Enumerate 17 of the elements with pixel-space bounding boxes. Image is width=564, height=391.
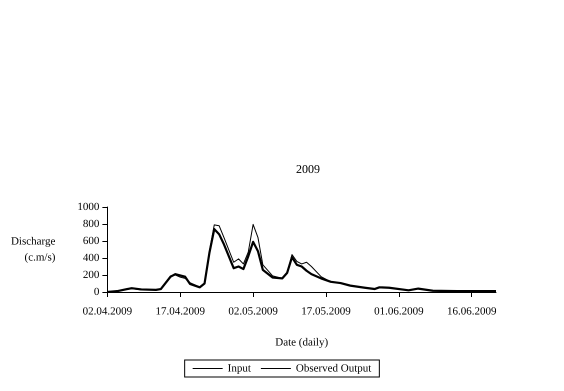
y-axis-title: Discharge (c.m/s) [10,236,56,264]
x-axis-title: Date (daily) [275,336,328,348]
legend-label: Observed Output [296,362,372,374]
y-tick-label: 200 [82,269,100,281]
y-tick-label: 1000 [77,201,100,213]
y-tick-label: 600 [82,235,100,247]
x-tick-label: 17.04.2009 [156,306,206,318]
x-tick-label: 02.04.2009 [82,306,133,318]
chart-title: 2009 [296,162,320,176]
x-tick-label: 01.06.2009 [374,306,424,318]
y-tick-label: 800 [82,218,100,230]
x-tick-label: 02.05.2009 [228,306,278,318]
y-tick-label: 0 [94,286,100,298]
legend-label: Input [228,362,251,374]
y-tick-label: 400 [82,252,100,264]
x-tick-label: 17.05.2009 [301,306,352,318]
x-tick-label: 16.06.2009 [446,306,497,318]
